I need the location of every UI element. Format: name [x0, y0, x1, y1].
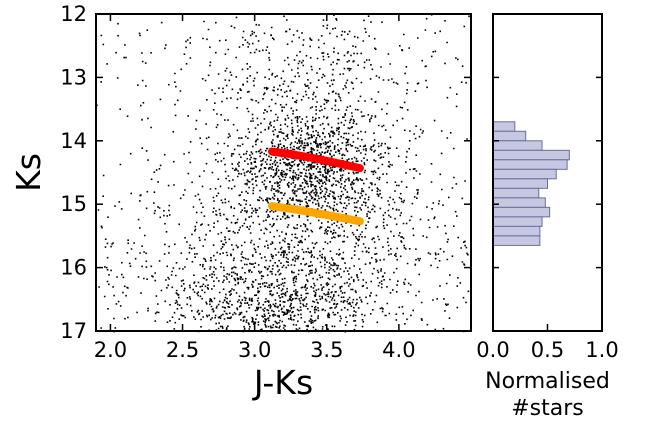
y-tick-label: 17	[60, 319, 87, 343]
histogram-bar	[492, 130, 527, 142]
histogram-bar	[492, 159, 568, 170]
x-tick-label: 3.5	[310, 338, 343, 362]
histogram-bar	[492, 197, 546, 208]
lower-sequence-line	[268, 202, 364, 226]
y-tick-label: 13	[60, 65, 87, 89]
histogram-bar	[492, 187, 540, 199]
scatter-axis-ticks: 2.0 2.5 3.0 3.5 4.0 12 13 14 15 16 17	[60, 2, 471, 362]
histogram-axis-ticks: 0.0 0.5 1.0	[476, 13, 619, 362]
scatter-plot-frame	[95, 13, 472, 332]
histogram-bar	[492, 168, 557, 180]
histogram-bar	[492, 121, 516, 132]
histogram-bar	[492, 216, 543, 227]
histogram-plot: 0.0 0.5 1.0	[476, 13, 619, 362]
scatter-plot: 2.0 2.5 3.0 3.5 4.0 12 13 14 15 16 17	[60, 2, 472, 362]
x-tick-label: 4.0	[382, 338, 415, 362]
histogram-bar	[492, 178, 548, 189]
y-tick-label: 16	[60, 256, 87, 280]
y-tick-label: 12	[60, 2, 87, 26]
histogram-x-tick-label: 1.0	[585, 338, 618, 362]
histogram-x-tick-label: 0.0	[476, 338, 509, 362]
histogram-bar	[492, 206, 551, 218]
x-axis-label: J-Ks	[252, 363, 313, 402]
histogram-x-label-line-2: #stars	[511, 396, 584, 421]
x-tick-label: 2.0	[94, 338, 127, 362]
sequence-lines	[268, 147, 364, 226]
histogram-x-tick-label: 0.5	[531, 338, 564, 362]
x-tick-label: 2.5	[166, 338, 199, 362]
y-tick-label: 15	[60, 192, 87, 216]
upper-sequence-line	[268, 147, 364, 173]
histogram-bar	[492, 149, 570, 161]
star-point-cloud	[96, 14, 472, 333]
histogram-bars	[492, 121, 570, 246]
x-tick-label: 3.0	[238, 338, 271, 362]
histogram-x-label-line-1: Normalised	[485, 369, 610, 394]
star-points	[96, 14, 472, 333]
y-tick-label: 14	[60, 129, 87, 153]
y-axis-label: Ks	[9, 153, 48, 192]
histogram-bar	[492, 140, 543, 151]
histogram-bar	[492, 225, 541, 237]
histogram-bar	[492, 235, 541, 246]
